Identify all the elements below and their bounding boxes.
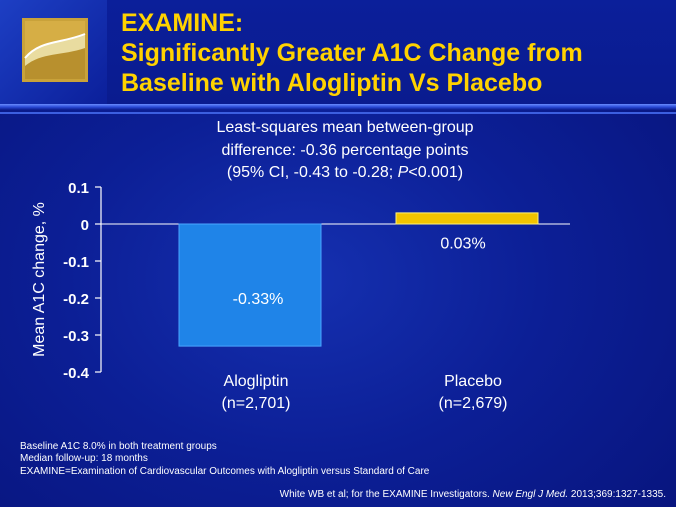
y-tick-label: -0.1	[63, 254, 89, 271]
citation: White WB et al; for the EXAMINE Investig…	[280, 489, 666, 500]
logo	[0, 0, 107, 104]
citation-volume: 2013;369:1327-1335.	[568, 489, 666, 500]
subtitle-ci-text: (95% CI, -0.43 to -0.28;	[226, 164, 398, 181]
title-line-2: Significantly Greater A1C Change from	[121, 39, 583, 67]
logo-wave-icon	[22, 18, 88, 82]
footnote-followup: Median follow-up: 18 months	[20, 453, 148, 464]
y-tick-label: 0.1	[68, 180, 89, 197]
y-tick-label: 0	[81, 217, 89, 234]
y-tick-label: -0.2	[63, 291, 89, 308]
subtitle-line-3: (95% CI, -0.43 to -0.28; P<0.001)	[150, 163, 540, 183]
footnote-baseline: Baseline A1C 8.0% in both treatment grou…	[20, 441, 217, 452]
y-tick-label: -0.4	[63, 365, 90, 382]
subtitle-line-1: Least-squares mean between-group	[216, 119, 474, 136]
y-tick-label: -0.3	[63, 328, 89, 345]
alogliptin-bar	[178, 223, 322, 347]
subtitle-p-value: <0.001)	[408, 164, 464, 181]
citation-authors: White WB et al; for the EXAMINE Investig…	[279, 489, 493, 500]
category-label: Placebo	[444, 373, 502, 390]
placebo-bar	[395, 212, 539, 225]
category-sublabel: (n=2,701)	[222, 395, 291, 412]
title-line-3: Baseline with Alogliptin Vs Placebo	[121, 69, 543, 97]
citation-journal: New Engl J Med.	[492, 489, 569, 500]
title-line-1: EXAMINE:	[121, 9, 244, 37]
subtitle-p-symbol: P	[397, 164, 409, 181]
category-label: Alogliptin	[224, 373, 289, 390]
footnote-abbreviation: EXAMINE=Examination of Cardiovascular Ou…	[20, 466, 430, 477]
slide-header: EXAMINE: Significantly Greater A1C Chang…	[0, 0, 676, 106]
header-divider	[0, 104, 676, 110]
y-axis-title: Mean A1C change, %	[31, 202, 48, 357]
data-label: -0.33%	[233, 291, 284, 308]
category-sublabel: (n=2,679)	[439, 395, 508, 412]
subtitle-line-2: difference: -0.36 percentage points	[221, 142, 469, 159]
header-divider-line	[0, 112, 676, 114]
data-label: 0.03%	[440, 236, 485, 253]
